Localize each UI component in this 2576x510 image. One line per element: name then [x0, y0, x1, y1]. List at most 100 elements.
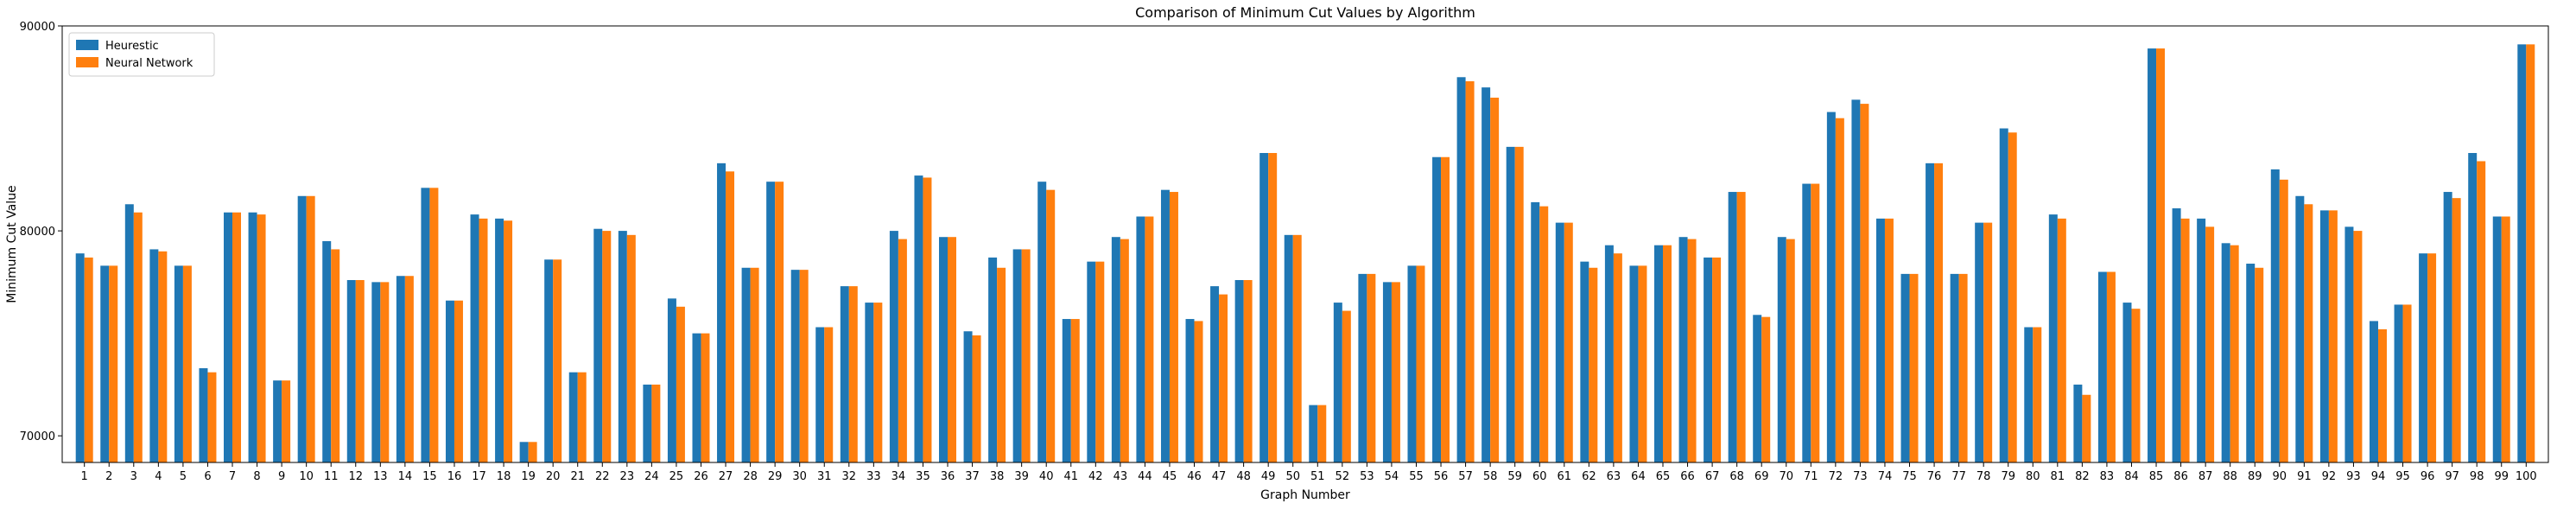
x-tick-label: 28 [743, 470, 758, 483]
x-tick-label: 29 [768, 470, 783, 483]
bar-neural-network-1 [84, 257, 93, 462]
bar-neural-network-37 [972, 335, 981, 462]
x-tick-label: 75 [1902, 470, 1917, 483]
plot-frame [61, 25, 2549, 463]
x-tick-label: 20 [546, 470, 561, 483]
x-tick-label: 8 [253, 470, 260, 483]
bar-neural-network-2 [109, 265, 118, 462]
x-tick-label: 50 [1285, 470, 1300, 483]
legend-swatch-heurestic [76, 40, 98, 50]
y-tick-label: 90000 [20, 21, 55, 34]
x-axis-ticks: 1 2 3 4 5 6 7 8 9 10 11 12 13 14 15 16 17 18 19 20 21 22 23 24 2… [81, 462, 2537, 483]
bar-heurestic-6 [199, 367, 208, 462]
bar-heurestic-53 [1358, 273, 1367, 462]
bar-heurestic-96 [2419, 253, 2428, 462]
x-tick-label: 68 [1729, 470, 1744, 483]
bar-heurestic-87 [2197, 218, 2206, 463]
x-tick-label: 42 [1088, 470, 1103, 483]
bar-neural-network-6 [207, 372, 217, 462]
x-tick-label: 4 [155, 470, 162, 483]
bar-neural-network-54 [1391, 282, 1400, 462]
bar-neural-network-85 [2156, 48, 2166, 462]
bar-heurestic-63 [1604, 245, 1614, 462]
bar-neural-network-33 [873, 303, 883, 462]
bar-neural-network-89 [2255, 267, 2264, 462]
bar-heurestic-93 [2344, 226, 2354, 462]
x-tick-label: 87 [2198, 470, 2213, 483]
x-tick-label: 84 [2124, 470, 2139, 483]
bar-heurestic-8 [248, 212, 257, 462]
bar-heurestic-23 [618, 231, 627, 462]
bar-neural-network-40 [1046, 189, 1056, 463]
bar-neural-network-56 [1441, 156, 1450, 463]
x-tick-label: 39 [1014, 470, 1029, 483]
x-tick-label: 97 [2445, 470, 2459, 483]
x-tick-label: 63 [1607, 470, 1621, 483]
x-tick-label: 61 [1558, 470, 1572, 483]
x-tick-label: 100 [2516, 470, 2537, 483]
x-tick-label: 27 [719, 470, 733, 483]
bar-neural-network-25 [676, 306, 685, 462]
x-tick-label: 56 [1434, 470, 1449, 483]
bar-neural-network-32 [848, 286, 858, 462]
bar-neural-network-68 [1736, 192, 1746, 463]
bar-neural-network-16 [454, 300, 463, 462]
bar-neural-network-38 [997, 267, 1006, 462]
bar-neural-network-81 [2057, 218, 2066, 463]
bar-neural-network-94 [2377, 328, 2387, 462]
bar-heurestic-17 [470, 214, 479, 462]
bar-neural-network-44 [1145, 216, 1154, 463]
x-tick-label: 92 [2322, 470, 2337, 483]
bar-heurestic-72 [1826, 112, 1836, 462]
x-tick-label: 5 [180, 470, 187, 483]
bar-heurestic-5 [174, 265, 183, 462]
x-tick-label: 55 [1409, 470, 1424, 483]
x-tick-label: 77 [1951, 470, 1966, 483]
x-tick-label: 26 [694, 470, 708, 483]
x-tick-label: 44 [1138, 470, 1152, 483]
bar-neural-network-90 [2279, 179, 2288, 462]
bar-heurestic-1 [75, 253, 85, 462]
bar-heurestic-52 [1333, 303, 1342, 462]
x-tick-label: 80 [2026, 470, 2040, 483]
bar-neural-network-36 [948, 237, 956, 462]
bar-heurestic-43 [1111, 237, 1120, 462]
x-tick-label: 3 [130, 470, 137, 483]
bar-heurestic-19 [519, 442, 529, 462]
bar-neural-network-8 [257, 214, 266, 462]
bar-heurestic-44 [1136, 216, 1145, 463]
bar-neural-network-31 [824, 327, 834, 462]
bar-heurestic-29 [766, 182, 776, 462]
x-tick-label: 73 [1853, 470, 1868, 483]
bar-neural-network-75 [1909, 273, 1919, 462]
y-tick-label: 80000 [20, 226, 55, 239]
bar-heurestic-80 [2024, 327, 2034, 462]
bar-neural-network-70 [1786, 239, 1795, 462]
bar-heurestic-28 [741, 267, 751, 462]
bar-heurestic-73 [1851, 99, 1861, 462]
x-tick-label: 81 [2051, 470, 2065, 483]
bar-heurestic-67 [1704, 257, 1713, 462]
bar-heurestic-3 [124, 204, 134, 462]
x-tick-label: 32 [842, 470, 857, 483]
x-tick-label: 13 [373, 470, 388, 483]
x-tick-label: 59 [1507, 470, 1522, 483]
bar-neural-network-79 [2008, 132, 2017, 463]
x-tick-label: 89 [2248, 470, 2262, 483]
bar-neural-network-35 [923, 177, 932, 462]
bar-heurestic-59 [1506, 146, 1515, 462]
bar-neural-network-92 [2328, 210, 2338, 462]
y-axis-ticks: 70000 80000 90000 [20, 21, 62, 443]
bar-heurestic-95 [2394, 304, 2403, 462]
bar-neural-network-41 [1070, 319, 1080, 462]
bar-neural-network-23 [626, 234, 636, 462]
bar-neural-network-99 [2501, 216, 2510, 463]
bar-neural-network-64 [1638, 265, 1647, 462]
x-tick-label: 15 [422, 470, 437, 483]
x-tick-label: 1 [81, 470, 88, 483]
bar-heurestic-56 [1432, 156, 1442, 463]
bar-heurestic-11 [322, 240, 332, 462]
bar-neural-network-87 [2205, 226, 2215, 462]
x-tick-label: 93 [2346, 470, 2361, 483]
bar-heurestic-12 [346, 279, 356, 462]
